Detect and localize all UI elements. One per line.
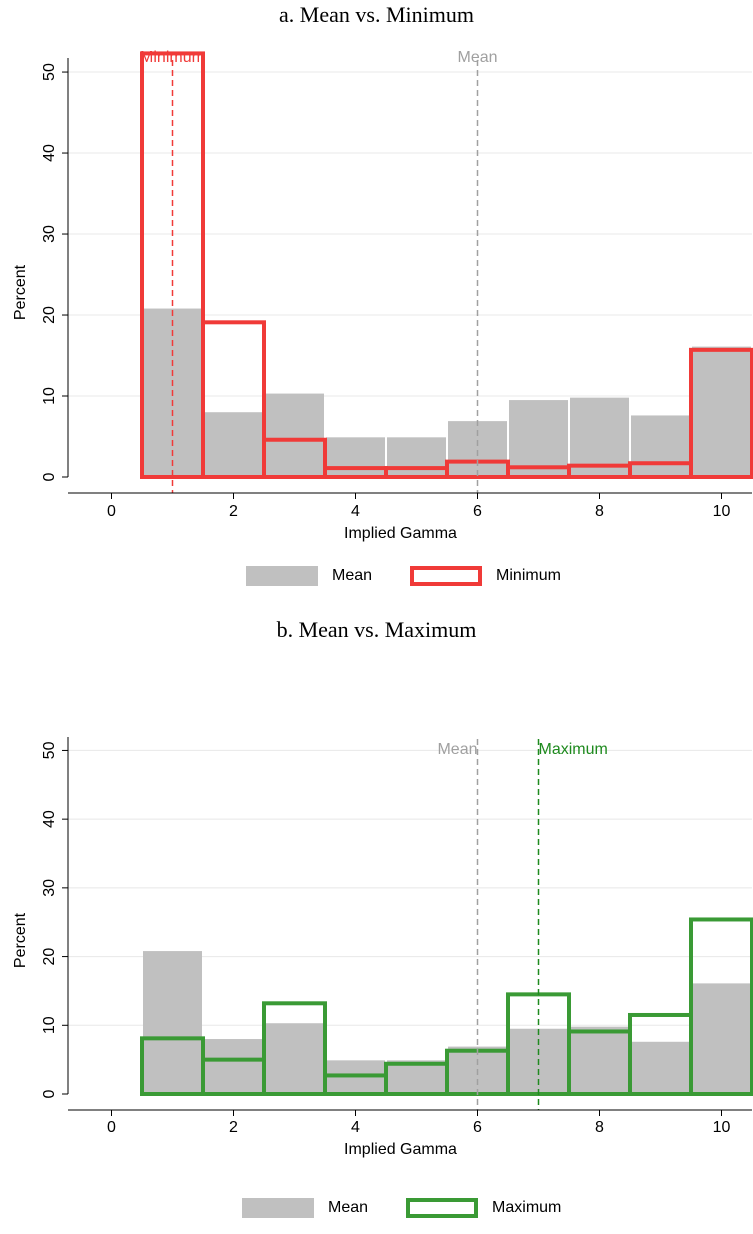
legend-item-maximum: Maximum (406, 1198, 561, 1218)
chart-title: a. Mean vs. Minimum (279, 2, 474, 27)
reference-line-label: Mean (457, 49, 497, 66)
y-tick-label: 10 (41, 1016, 58, 1034)
y-tick-label: 30 (41, 225, 58, 243)
chart-title: b. Mean vs. Maximum (276, 617, 477, 642)
legend-swatch-mean (246, 566, 318, 586)
bar-mean (448, 421, 507, 477)
y-tick-label: 0 (41, 472, 58, 481)
histogram-plot: Minimum Mean 0 10 20 30 40 50 0 2 4 6 8 10 Implied Gam… (12, 49, 753, 542)
legend-swatch-minimum (410, 566, 483, 586)
bar-mean (570, 1026, 629, 1094)
bar-outline-minimum (262, 437, 327, 480)
x-tick-label: 4 (351, 1119, 360, 1136)
x-tick-label: 8 (595, 503, 604, 520)
bar-outline-maximum (689, 917, 753, 1096)
bar-outline-minimum (201, 320, 266, 479)
bar-mean (387, 437, 446, 477)
y-axis-label: Percent (12, 264, 29, 320)
x-tick-label: 0 (107, 1119, 116, 1136)
legend-label-minimum: Minimum (496, 567, 561, 584)
histogram-plot: Mean Maximum 0 10 20 30 40 50 0 2 4 6 8 10 Implied Gam… (12, 737, 753, 1158)
bar-mean (326, 437, 385, 477)
reference-line-label: Minimum (140, 49, 205, 66)
x-tick-label: 2 (229, 1119, 238, 1136)
legend-label-mean: Mean (332, 567, 373, 584)
bar-mean (387, 1060, 446, 1094)
y-tick-label: 20 (41, 948, 58, 966)
bar-mean (204, 1039, 263, 1094)
legend-label-mean: Mean (328, 1199, 369, 1216)
x-axis-label: Implied Gamma (344, 1141, 457, 1158)
x-tick-label: 4 (351, 503, 360, 520)
legend-label-maximum: Maximum (492, 1199, 562, 1216)
y-tick-label: 0 (41, 1089, 58, 1098)
legend-swatch-mean (242, 1198, 314, 1218)
legend-item-mean: Mean (246, 566, 372, 586)
y-tick-label: 20 (41, 306, 58, 324)
x-tick-label: 0 (107, 503, 116, 520)
legend: Mean Minimum (246, 565, 585, 587)
legend-item-mean: Mean (242, 1198, 368, 1218)
bar-mean (204, 412, 263, 477)
bar-mean (631, 415, 690, 477)
x-tick-label: 6 (473, 503, 482, 520)
bar-outline-minimum (689, 347, 753, 480)
y-tick-label: 10 (41, 387, 58, 405)
bar-mean (692, 346, 751, 477)
bar-outline-maximum (262, 1001, 327, 1096)
x-tick-label: 6 (473, 1119, 482, 1136)
x-tick-label: 8 (595, 1119, 604, 1136)
legend: Mean Maximum (242, 1197, 585, 1219)
y-axis-label: Percent (12, 912, 29, 968)
x-axis-label: Implied Gamma (344, 525, 457, 542)
y-tick-label: 40 (41, 810, 58, 828)
reference-line-label: Maximum (539, 741, 608, 758)
chart-panel-a: a. Mean vs. Minimum Minimum Mean 0 10 20 30 40… (0, 0, 753, 600)
y-tick-label: 30 (41, 879, 58, 897)
bar-mean (631, 1041, 690, 1094)
y-tick-label: 50 (41, 741, 58, 759)
bar-mean (265, 393, 324, 477)
bar-mean (692, 983, 751, 1094)
x-tick-label: 2 (229, 503, 238, 520)
x-tick-label: 10 (713, 503, 731, 520)
reference-line-label: Mean (437, 741, 477, 758)
x-tick-label: 10 (713, 1119, 731, 1136)
bar-mean (509, 400, 568, 477)
y-tick-label: 50 (41, 63, 58, 81)
y-tick-label: 40 (41, 144, 58, 162)
bar-mean (265, 1023, 324, 1094)
chart-panel-b: b. Mean vs. Maximum Mean Maximum 0 10 20 30 40… (0, 617, 753, 1234)
legend-item-minimum: Minimum (410, 566, 561, 586)
legend-swatch-maximum (406, 1198, 479, 1218)
bar-mean (143, 951, 202, 1094)
bar-outline-minimum (140, 51, 205, 479)
